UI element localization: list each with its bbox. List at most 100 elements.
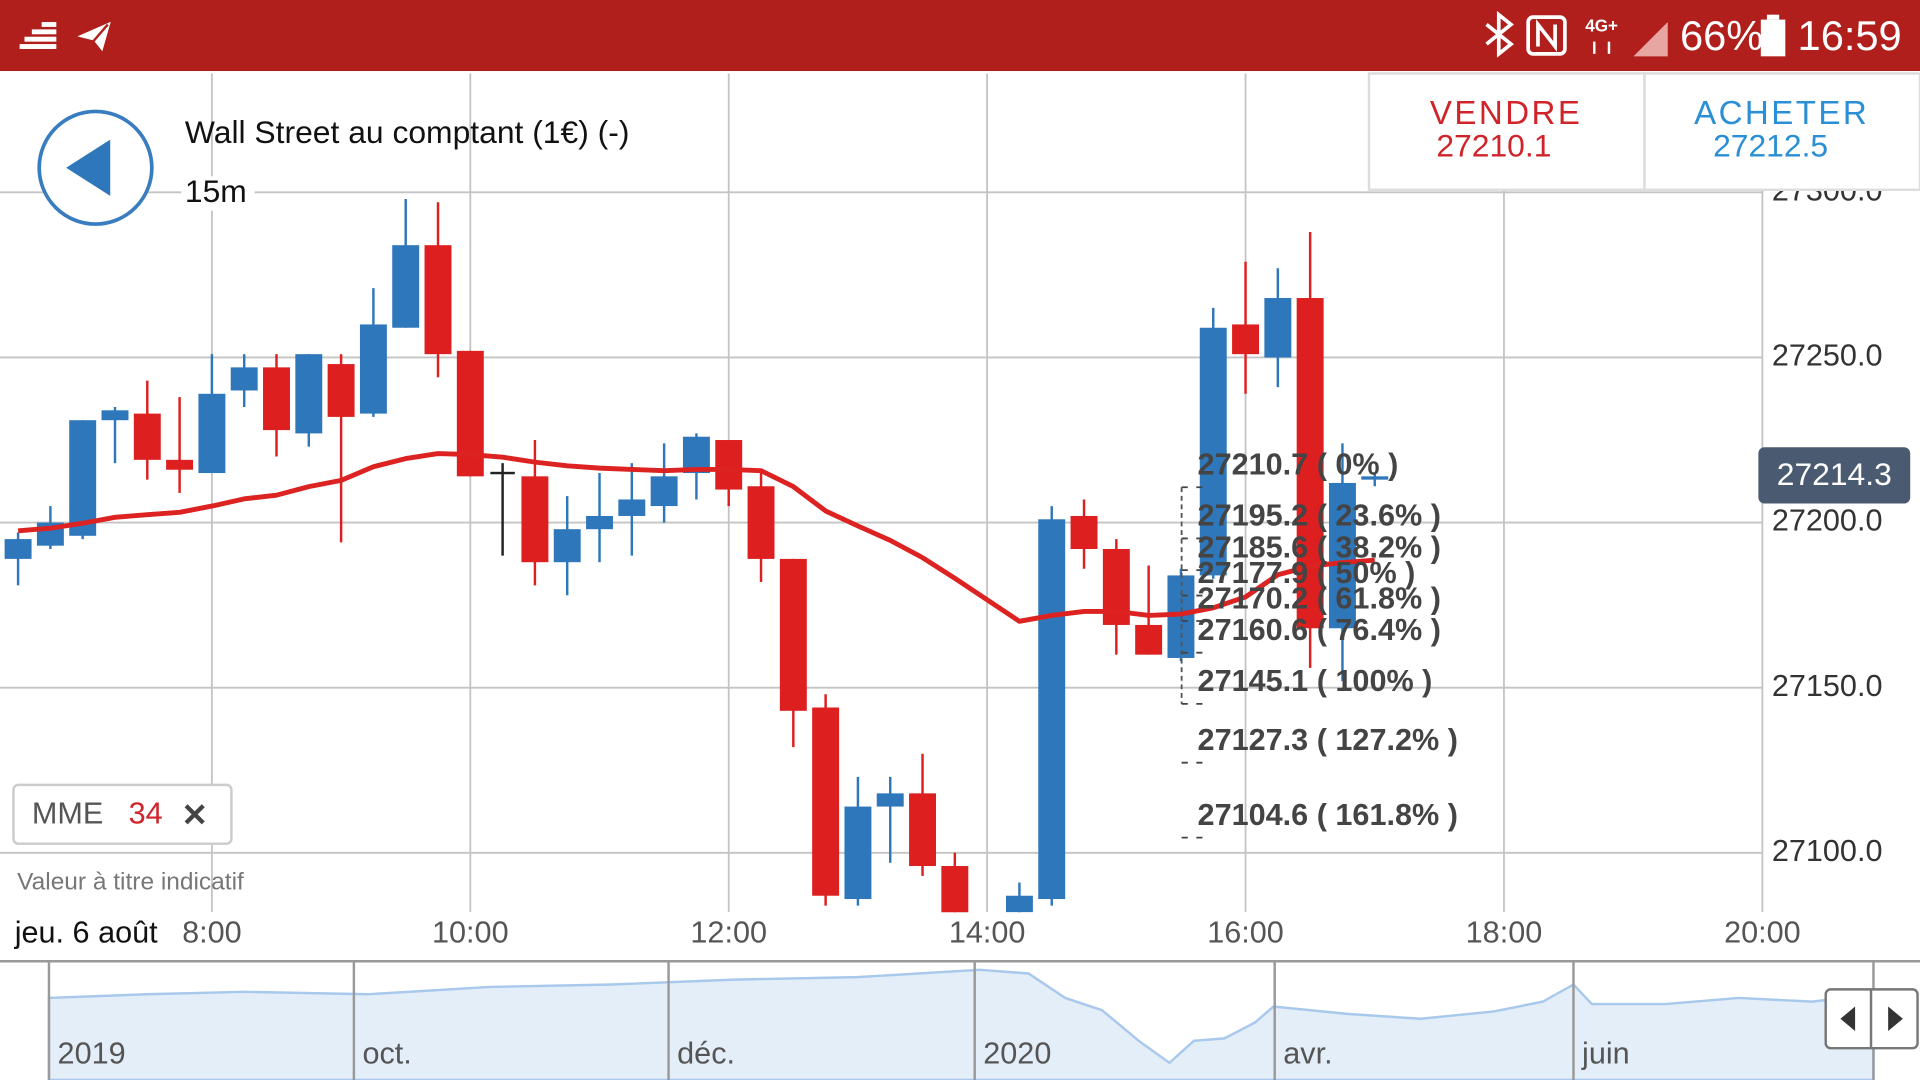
cell-signal: [1633, 22, 1668, 57]
sell-price: 27210.1: [1436, 128, 1551, 164]
status-bar-bg: [0, 0, 1920, 72]
candle-body: [876, 793, 904, 807]
current-price-tag: [1758, 447, 1911, 504]
x-tick-label: 14:00: [949, 915, 1026, 949]
candle-body: [263, 367, 290, 431]
candle-body: [1005, 895, 1033, 913]
candle-body: [1232, 324, 1260, 355]
candle-body: [618, 499, 646, 516]
scroll-left[interactable]: [1840, 1006, 1856, 1032]
network-arrows: [1593, 41, 1611, 54]
y-tick-label: 27100.0: [1772, 834, 1883, 868]
y-tick-label: 27150.0: [1772, 669, 1883, 703]
candle-body: [133, 413, 161, 460]
buy-button[interactable]: [1643, 72, 1920, 192]
x-tick-label: 12:00: [690, 915, 767, 949]
navigator-label: avr.: [1283, 1037, 1332, 1071]
candle-body: [198, 393, 226, 474]
candle-body: [490, 471, 515, 475]
candle-body: [1135, 624, 1163, 655]
buy-price: 27212.5: [1713, 128, 1828, 164]
overlay: 8:00 10:00 12:00 14:00 16:00 18:00 20:00 27210.…: [0, 173, 1911, 960]
candle-body: [1264, 298, 1292, 358]
fib-label: 27210.7 ( 0% ): [1198, 448, 1399, 482]
indicator-remove[interactable]: [184, 804, 205, 825]
y-tick-label: 27200.0: [1772, 504, 1883, 538]
telegram-icon: [69, 17, 115, 57]
network-type: 4G+: [1585, 15, 1618, 35]
plot: [0, 73, 1764, 913]
navigator-labels: 2019 oct. déc. 2020 avr. juin: [47, 962, 1875, 1080]
signal-icon: [19, 22, 57, 49]
x-tick-label: 18:00: [1466, 915, 1543, 949]
candle-body: [812, 707, 840, 896]
navigator-label: 2020: [983, 1037, 1051, 1071]
navigator-sparkline: [47, 968, 1875, 1080]
ema-line: [17, 451, 1375, 624]
disclaimer: Valeur à titre indicatif: [17, 868, 244, 895]
candle-body: [69, 420, 97, 536]
fib-label: 27127.3 ( 127.2% ): [1198, 723, 1458, 757]
candle-body: [844, 806, 872, 900]
sell-label: VENDRE: [1430, 95, 1582, 132]
x-tick-label: 20:00: [1724, 915, 1801, 949]
buy-label: ACHETER: [1694, 95, 1869, 132]
battery-percent: 66%: [1680, 12, 1763, 59]
candle-body: [295, 354, 323, 434]
candle-body: [230, 367, 258, 391]
navigator-label: juin: [1581, 1037, 1630, 1071]
candle-body: [682, 436, 710, 474]
date-label-bg: [0, 908, 184, 960]
fib-label: 27195.2 ( 23.6% ): [1198, 499, 1441, 533]
fib-label: 27160.6 ( 76.4% ): [1198, 613, 1441, 647]
candle-body: [650, 476, 678, 507]
indicator-period: 34: [129, 797, 163, 831]
candle-body: [1199, 327, 1227, 576]
navigator-label: oct.: [362, 1037, 411, 1071]
battery-tip: [1766, 14, 1780, 20]
candle-body: [166, 459, 194, 470]
battery-icon: [1760, 19, 1786, 57]
x-tick-label: 8:00: [182, 915, 242, 949]
candle-body: [941, 866, 969, 913]
bluetooth-icon: [1485, 10, 1514, 58]
candle-body: [101, 410, 129, 421]
back-arrow: [66, 139, 111, 196]
trade-buttons: VENDRE 27210.1 ACHETER 27212.5: [1367, 72, 1920, 192]
candle-body: [1038, 519, 1066, 900]
fib-label: 27185.6 ( 38.2% ): [1198, 530, 1441, 564]
current-price-label: 27214.3: [1777, 456, 1892, 492]
navigator: 2019 oct. déc. 2020 avr. juin: [0, 960, 1920, 1080]
candle-body: [779, 558, 807, 711]
instrument-title: Wall Street au comptant (1€) (-): [185, 114, 630, 150]
candle-body: [392, 245, 420, 328]
fib-label: 27104.6 ( 161.8% ): [1198, 798, 1458, 832]
candle-body: [715, 440, 743, 490]
fib-label: 27170.2 ( 61.8% ): [1198, 581, 1441, 615]
fib-label: 27145.1 ( 100% ): [1198, 664, 1433, 698]
date-label: jeu. 6 août: [14, 915, 158, 949]
candle-body: [1328, 482, 1356, 629]
candle-body: [327, 364, 355, 417]
candle-body: [909, 793, 936, 867]
nfc-icon: [1526, 15, 1567, 56]
navigator-label: déc.: [677, 1037, 735, 1071]
candle-body: [4, 539, 32, 559]
navigator-label: 2019: [58, 1037, 126, 1071]
indicator-chip[interactable]: [12, 783, 233, 845]
indicator-name: MME: [32, 797, 103, 831]
sell-button[interactable]: [1367, 72, 1646, 192]
candle-body: [1361, 476, 1389, 480]
candle-body: [586, 515, 613, 530]
scroll-right[interactable]: [1888, 1006, 1903, 1032]
y-tick-label: 27250.0: [1772, 339, 1883, 373]
timeframe[interactable]: 15m: [185, 173, 247, 209]
x-tick-label: 10:00: [432, 915, 509, 949]
candle-body: [1070, 515, 1098, 549]
x-tick-label: 16:00: [1207, 915, 1284, 949]
candle-body: [359, 324, 387, 414]
status-bar: 4G+ 66% 16:59: [0, 0, 1920, 72]
clock: 16:59: [1798, 12, 1902, 59]
